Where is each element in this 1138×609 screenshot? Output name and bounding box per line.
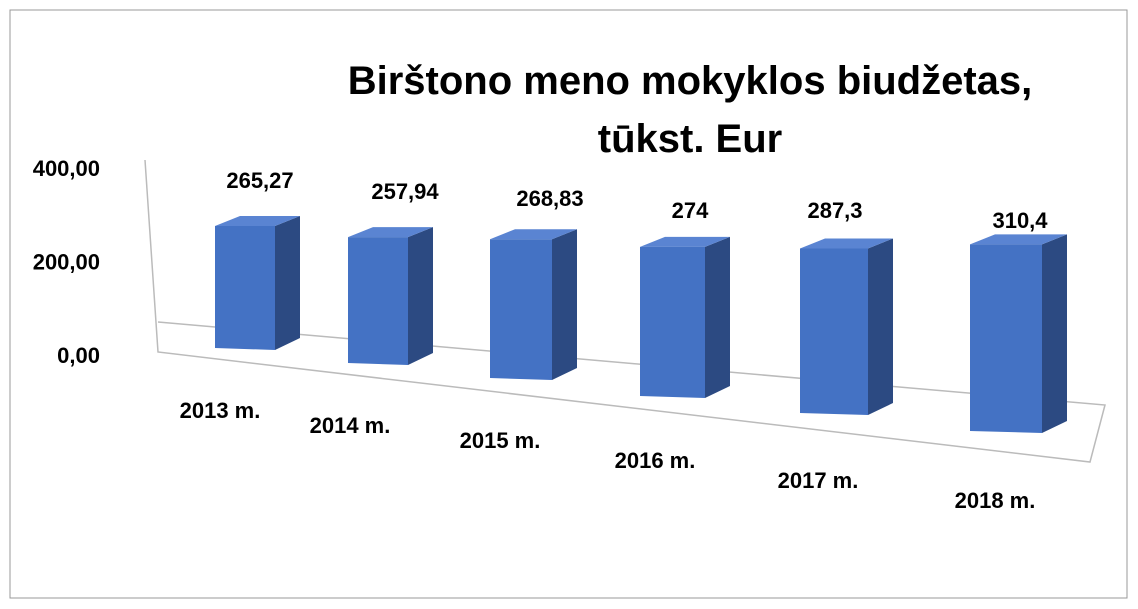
x-tick-label: 2016 m. bbox=[615, 448, 696, 473]
bar bbox=[215, 225, 275, 350]
x-tick-label: 2014 m. bbox=[310, 413, 391, 438]
bar-side bbox=[408, 227, 433, 365]
bar-top bbox=[215, 215, 300, 226]
data-label: 257,94 bbox=[371, 179, 439, 204]
x-tick-label: 2013 m. bbox=[180, 398, 261, 423]
x-tick-label: 2015 m. bbox=[460, 428, 541, 453]
chart-title: Birštono meno mokyklos biudžetas, tūkst.… bbox=[347, 59, 1033, 161]
x-tick-label: 2017 m. bbox=[778, 468, 859, 493]
bar bbox=[490, 239, 552, 380]
y-tick-label: 400,00 bbox=[33, 156, 100, 181]
bar-top bbox=[970, 234, 1067, 245]
data-label: 265,27 bbox=[226, 168, 293, 193]
floor bbox=[144, 159, 1106, 463]
data-label: 310,4 bbox=[992, 208, 1048, 233]
data-label: 268,83 bbox=[516, 186, 583, 211]
bar-top bbox=[800, 238, 893, 249]
bar bbox=[970, 244, 1042, 433]
bar-top bbox=[640, 236, 730, 247]
y-tick-label: 0,00 bbox=[57, 343, 100, 368]
bar-side bbox=[275, 215, 300, 350]
bar-top bbox=[490, 229, 577, 240]
bar-top bbox=[348, 227, 433, 238]
y-tick-label: 200,00 bbox=[33, 249, 100, 274]
bar bbox=[640, 246, 705, 398]
x-tick-label: 2018 m. bbox=[955, 488, 1036, 513]
bar bbox=[800, 248, 868, 415]
data-label: 287,3 bbox=[807, 198, 862, 223]
data-label: 274 bbox=[672, 198, 709, 223]
bar-side bbox=[552, 229, 577, 380]
bar-side bbox=[1042, 234, 1067, 433]
bar-side bbox=[705, 236, 730, 398]
bar bbox=[348, 237, 408, 365]
bar-side bbox=[868, 238, 893, 415]
